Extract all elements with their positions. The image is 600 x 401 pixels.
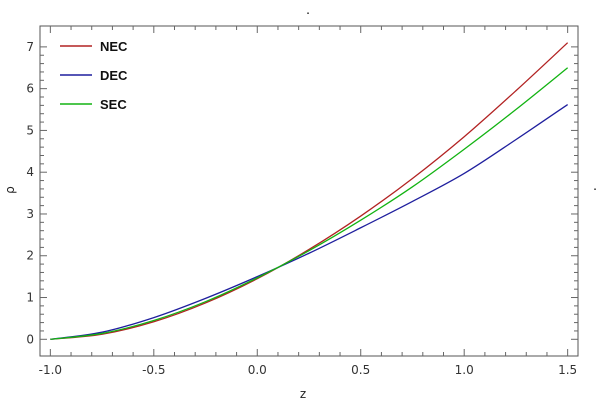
legend: NEC DEC SEC bbox=[60, 39, 128, 112]
series-line-sec bbox=[50, 67, 569, 340]
y-tick-label: 2 bbox=[26, 249, 34, 263]
x-tick-label: 1.0 bbox=[455, 363, 474, 377]
y-axis-label: ρ bbox=[3, 186, 17, 194]
legend-label-sec: SEC bbox=[100, 97, 127, 112]
plot-frame bbox=[39, 25, 579, 357]
y-tick-label: 7 bbox=[26, 40, 34, 54]
series-lines bbox=[50, 42, 569, 340]
x-tick-labels: -1.0 -0.5 0.0 0.5 1.0 1.5 bbox=[39, 363, 578, 377]
y-tick-label: 3 bbox=[26, 207, 34, 221]
side-note: . bbox=[593, 179, 597, 193]
y-tick-label: 0 bbox=[26, 332, 34, 346]
y-tick-labels: 0 1 2 3 4 5 6 7 bbox=[26, 40, 34, 346]
x-axis-label: z bbox=[300, 387, 306, 401]
y-tick-label: 4 bbox=[26, 165, 34, 179]
series-line-nec bbox=[50, 42, 569, 340]
x-tick-label: -0.5 bbox=[142, 363, 165, 377]
legend-label-dec: DEC bbox=[100, 68, 128, 83]
x-tick-label: 1.5 bbox=[558, 363, 577, 377]
series-line-dec bbox=[50, 103, 569, 340]
y-tick-label: 5 bbox=[26, 123, 34, 137]
legend-label-nec: NEC bbox=[100, 39, 128, 54]
x-tick-label: 0.5 bbox=[351, 363, 370, 377]
y-tick-label: 1 bbox=[26, 291, 34, 305]
plot-border bbox=[39, 25, 579, 357]
x-tick-label: -1.0 bbox=[39, 363, 62, 377]
axis-ticks bbox=[40, 26, 578, 356]
chart-title: . bbox=[306, 3, 310, 17]
x-tick-label: 0.0 bbox=[248, 363, 267, 377]
y-tick-label: 6 bbox=[26, 82, 34, 96]
